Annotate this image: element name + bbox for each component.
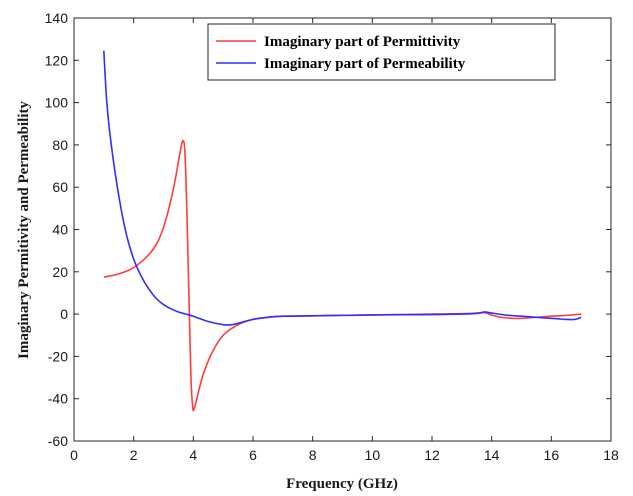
- y-tick-label: 60: [52, 179, 68, 195]
- x-axis-label: Frequency (GHz): [286, 476, 398, 492]
- x-tick-label: 6: [249, 447, 257, 463]
- axis-ticks: 0 2 4 6 8 10 12 14 16 18 -60 -40 -20 0 20 40 60 80 100 120 1…: [45, 10, 619, 463]
- series-line-permeability: [103, 50, 582, 326]
- legend: Imaginary part of Permittivity Imaginary…: [207, 23, 556, 81]
- legend-box: [207, 23, 556, 81]
- x-tick-label: 2: [130, 447, 138, 463]
- x-tick-label: 12: [424, 447, 440, 463]
- y-axis-label: Imaginary Permitivity and Permeability: [16, 101, 32, 359]
- x-tick-label: 18: [603, 447, 619, 463]
- x-tick-label: 14: [484, 447, 500, 463]
- y-tick-label: 20: [52, 264, 68, 280]
- y-tick-label: 120: [45, 52, 69, 68]
- y-tick-label: 100: [45, 95, 69, 111]
- y-tick-label: 40: [52, 222, 68, 238]
- legend-label-permeability: Imaginary part of Permeability: [264, 56, 466, 72]
- x-tick-label: 10: [365, 447, 381, 463]
- series-layer: [103, 50, 582, 412]
- legend-label-permittivity: Imaginary part of Permittivity: [264, 34, 461, 50]
- x-tick-label: 8: [309, 447, 317, 463]
- plot-area: [73, 17, 612, 442]
- x-tick-label: 16: [544, 447, 560, 463]
- y-tick-label: -20: [48, 348, 68, 364]
- y-tick-label: 140: [45, 10, 69, 26]
- x-tick-label: 0: [70, 447, 78, 463]
- y-tick-label: 0: [60, 306, 68, 322]
- x-tick-label: 4: [189, 447, 197, 463]
- y-tick-label: 80: [52, 137, 68, 153]
- y-tick-label: -40: [48, 391, 68, 407]
- series-line-permittivity: [103, 139, 582, 412]
- y-tick-label: -60: [48, 433, 68, 449]
